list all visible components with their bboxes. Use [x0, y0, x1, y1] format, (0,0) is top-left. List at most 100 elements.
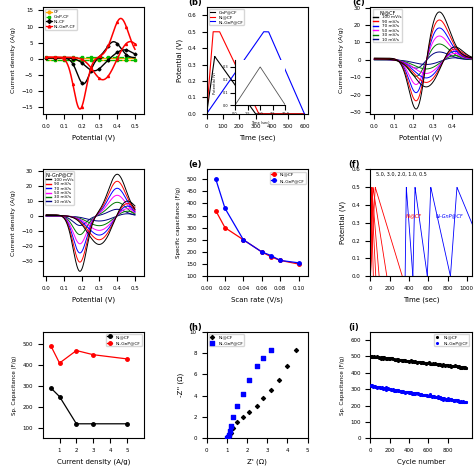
Ni-GnP@CF — [462, 398, 469, 406]
Ni-GnP@CF — [372, 383, 379, 391]
Ni@CF — [374, 353, 382, 361]
Ni@CF — [453, 363, 461, 370]
Ni-GnP@CF — [249, 46, 255, 52]
Ni@CF — [459, 363, 467, 371]
Ni-GnP@CF — [452, 396, 459, 404]
Line: GnP@CF: GnP@CF — [207, 56, 304, 114]
Ni-GnP@CF — [299, 105, 304, 110]
Ni@CF — [427, 360, 434, 368]
Ni-GnP@CF — [224, 434, 232, 441]
Ni@CF — [453, 362, 460, 370]
Ni@CF — [421, 359, 428, 366]
Ni-GnP@CF — [398, 387, 405, 395]
Ni-GnP@CF — [373, 384, 381, 392]
Ni@CF — [402, 357, 410, 365]
Ni@CF — [431, 360, 438, 368]
Ni@CF — [445, 362, 452, 370]
Ni@CF — [367, 352, 374, 360]
Ni@CF — [385, 355, 393, 362]
Ni-GnP@CF — [447, 396, 455, 403]
Ni@CF — [382, 355, 390, 363]
Ni-GnP@CF — [384, 385, 392, 392]
Ni@CF — [396, 356, 403, 364]
Ni@CF — [369, 352, 376, 360]
Ni-GnP@CF — [367, 382, 375, 390]
Ni-GnP@CF — [420, 391, 428, 399]
Ni-GnP@CF — [453, 396, 460, 404]
Ni-GnP@CF — [457, 397, 465, 405]
Ni-GnP@CF — [391, 386, 399, 393]
Ni@CF — [459, 363, 466, 371]
Ni-GnP@CF — [405, 389, 412, 396]
Ni-GnP@CF — [386, 385, 393, 393]
Ni-GnP@CF — [428, 392, 436, 400]
Ni-GnP@CF — [415, 391, 423, 398]
Ni-GnP@CF — [443, 396, 450, 403]
Ni-GnP@CF — [400, 389, 408, 396]
Ni-GnP@CF — [368, 382, 375, 389]
Ni-GnP@CF — [395, 387, 402, 394]
Ni-GnP@CF — [461, 399, 469, 406]
Ni-GnP@CF — [381, 384, 388, 392]
Ni-GnP@CF — [57, 360, 63, 366]
Ni-GnP@CF — [375, 383, 383, 391]
Ni@CF — [419, 359, 426, 366]
Ni-GnP@CF — [422, 392, 430, 399]
Ni@CF — [378, 354, 386, 361]
Ni@CF — [440, 362, 447, 369]
Ni-GnP@CF — [392, 387, 399, 394]
Ni-GnP@CF — [431, 393, 438, 401]
Ni-GnP@CF — [384, 385, 392, 392]
Ni-GnP@CF — [437, 394, 445, 402]
Ni-GnP@CF — [374, 383, 381, 391]
Ni-GnP@CF — [253, 362, 261, 370]
Ni@CF — [388, 355, 396, 362]
Ni@CF — [426, 359, 433, 367]
X-axis label: Cycle number: Cycle number — [397, 459, 445, 465]
Ni-GnP@CF — [456, 398, 464, 405]
Ni@CF — [406, 357, 413, 365]
Ni-GnP@CF — [416, 391, 424, 398]
Ni@CF — [422, 360, 430, 368]
Ni@CF — [446, 362, 453, 370]
Ni-GnP@CF — [377, 384, 384, 392]
Ni-GnP@CF — [372, 383, 380, 391]
Line: Ni-GnP@CF: Ni-GnP@CF — [207, 32, 304, 114]
Ni@CF — [225, 432, 233, 440]
Ni@CF — [374, 354, 382, 361]
Ni-GnP@CF — [444, 394, 451, 402]
Ni@CF — [370, 354, 378, 361]
Ni@CF — [381, 354, 389, 362]
Ni-GnP@CF — [369, 382, 376, 390]
Ni@CF — [430, 360, 438, 368]
Ni-GnP@CF — [406, 389, 413, 397]
Ni@CF — [405, 358, 413, 365]
Text: (b): (b) — [188, 0, 202, 7]
Ni-GnP@CF — [422, 391, 429, 399]
Ni-GnP@CF — [461, 398, 468, 406]
Ni@CF — [411, 357, 419, 365]
Legend: CF, GnP-CF, Ni-CF, Ni-GnP-CF: CF, GnP-CF, Ni-CF, Ni-GnP-CF — [45, 9, 77, 29]
X-axis label: Current density (A/g): Current density (A/g) — [56, 459, 130, 465]
Ni-GnP@CF — [370, 382, 378, 390]
Line: Ni-GnP@CF: Ni-GnP@CF — [49, 345, 129, 365]
Ni-GnP@CF — [435, 394, 442, 401]
Text: 5.0, 3.0, 2.0, 1.0, 0.5: 5.0, 3.0, 2.0, 1.0, 0.5 — [375, 172, 426, 176]
Ni@CF — [401, 356, 409, 364]
Ni@CF — [409, 357, 417, 365]
Ni@CF — [429, 360, 437, 368]
Ni@CF — [412, 358, 420, 366]
Ni@CF — [447, 363, 454, 370]
Ni@CF — [284, 362, 292, 370]
Ni@CF — [422, 359, 429, 367]
Ni-GnP@CF — [432, 393, 440, 401]
Ni@CF — [210, 29, 216, 35]
Ni-GnP@CF — [432, 393, 439, 401]
Text: (f): (f) — [348, 160, 360, 169]
Ni-GnP@CF — [371, 382, 378, 390]
Ni-GnP@CF — [395, 387, 403, 394]
Ni@CF — [460, 364, 468, 371]
Ni-GnP@CF — [453, 397, 461, 405]
Ni-GnP@CF — [369, 383, 377, 390]
Ni@CF — [240, 237, 246, 243]
